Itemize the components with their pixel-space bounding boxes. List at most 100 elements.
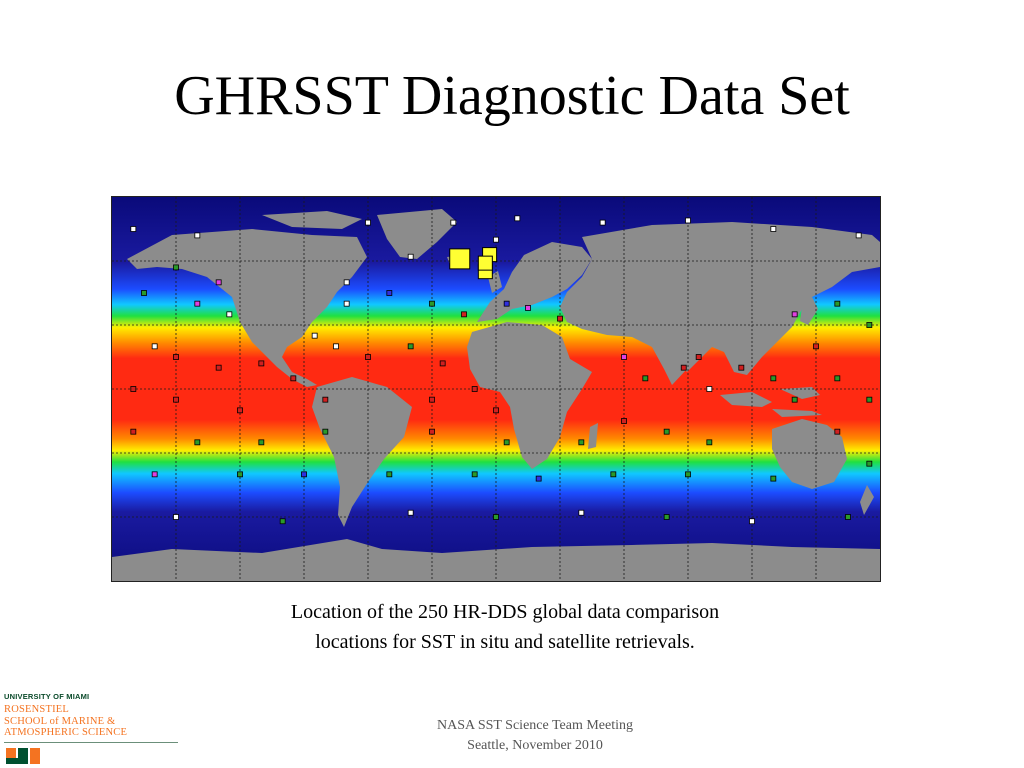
site-marker <box>685 217 691 224</box>
site-marker <box>237 407 243 414</box>
site-marker <box>471 386 478 392</box>
site-marker <box>279 518 286 525</box>
site-marker <box>621 418 627 424</box>
site-marker <box>834 300 841 307</box>
site-marker <box>525 305 531 311</box>
site-marker <box>173 264 179 271</box>
site-marker <box>141 290 147 296</box>
site-marker <box>738 364 745 371</box>
caption-line-1: Location of the 250 HR-DDS global data c… <box>290 601 720 623</box>
site-marker <box>322 428 329 435</box>
slide-footer: NASA SST Science Team Meeting Seattle, N… <box>390 716 680 756</box>
highlighted-site-marker <box>477 255 493 271</box>
site-marker <box>194 232 201 239</box>
site-marker <box>770 226 777 232</box>
site-marker <box>813 343 819 350</box>
site-marker <box>866 396 873 403</box>
site-marker <box>429 428 435 435</box>
site-marker <box>855 232 862 239</box>
site-marker <box>194 300 201 307</box>
site-marker <box>215 364 222 371</box>
site-marker <box>343 300 350 307</box>
site-marker <box>407 509 414 516</box>
site-marker <box>333 343 339 350</box>
site-marker <box>503 439 510 446</box>
site-marker <box>173 354 179 360</box>
logo-school-line-3: ATMOSPHERIC SCIENCE <box>4 727 128 738</box>
land-arctic-islands <box>262 211 362 229</box>
footer-line-2: Seattle, November 2010 <box>467 738 603 753</box>
land-asia <box>560 222 880 375</box>
site-marker <box>429 300 435 307</box>
site-marker <box>173 514 179 520</box>
site-marker <box>599 219 606 226</box>
site-marker <box>663 514 670 520</box>
site-marker <box>130 226 137 232</box>
logo-school-line-1: ROSENSTIEL <box>4 704 69 715</box>
land-india <box>652 345 687 385</box>
site-marker <box>322 396 329 403</box>
site-marker <box>130 428 137 435</box>
site-marker <box>429 396 435 403</box>
site-marker <box>770 375 777 382</box>
land-north-america <box>127 229 367 387</box>
land-australia <box>772 419 847 489</box>
sst-map-canvas <box>112 197 880 581</box>
site-marker <box>461 311 467 318</box>
slide-title: GHRSST Diagnostic Data Set <box>174 65 850 127</box>
site-marker <box>685 471 691 478</box>
site-marker <box>845 514 851 520</box>
logo-divider <box>4 742 178 743</box>
site-marker <box>535 475 542 482</box>
site-marker <box>663 428 670 435</box>
site-marker <box>749 518 755 525</box>
footer-line-1: NASA SST Science Team Meeting <box>436 718 634 733</box>
site-marker <box>407 343 414 350</box>
site-marker <box>365 219 371 226</box>
logo-school-line-2: SCHOOL of MARINE & <box>4 715 116 727</box>
map-caption: Location of the 250 HR-DDS global data c… <box>0 597 1010 657</box>
land-japan <box>800 297 818 325</box>
land-new-zealand <box>860 485 874 515</box>
site-marker <box>866 322 873 328</box>
site-marker <box>642 375 649 382</box>
land-south-america <box>312 377 412 527</box>
highlighted-sites <box>449 247 498 280</box>
site-marker <box>557 315 563 322</box>
land-africa <box>467 322 592 469</box>
site-marker <box>258 360 265 367</box>
logo-school-name: ROSENSTIEL SCHOOL of MARINE & ATMOSPHERI… <box>4 704 127 739</box>
site-marker <box>706 386 713 392</box>
site-marker <box>386 471 393 478</box>
site-marker <box>450 219 457 226</box>
site-marker <box>130 386 137 392</box>
site-marker <box>621 354 627 360</box>
site-marker <box>514 215 521 222</box>
site-marker <box>439 360 446 367</box>
sst-world-map <box>111 196 881 582</box>
site-marker <box>791 396 798 403</box>
site-marker <box>226 311 233 318</box>
site-marker <box>471 471 478 478</box>
site-marker <box>791 311 798 318</box>
site-marker <box>151 343 158 350</box>
u-logo-icon <box>6 748 40 764</box>
site-marker <box>343 279 350 286</box>
site-marker <box>215 279 222 286</box>
site-marker <box>834 375 841 382</box>
site-marker <box>365 354 371 360</box>
site-marker <box>237 471 243 478</box>
site-marker <box>578 509 585 516</box>
site-marker <box>194 439 201 446</box>
site-marker <box>493 236 499 243</box>
site-marker <box>578 439 585 446</box>
site-marker <box>173 396 179 403</box>
land-greenland <box>377 209 457 259</box>
site-marker <box>695 354 702 360</box>
rsmas-logo: UNIVERSITY OF MIAMI ROSENSTIEL SCHOOL of… <box>4 690 184 768</box>
site-marker <box>386 290 393 296</box>
site-marker <box>290 375 297 382</box>
caption-line-2: locations for SST in situ and satellite … <box>315 631 695 653</box>
land-indonesia <box>720 387 822 417</box>
site-marker <box>301 471 307 478</box>
